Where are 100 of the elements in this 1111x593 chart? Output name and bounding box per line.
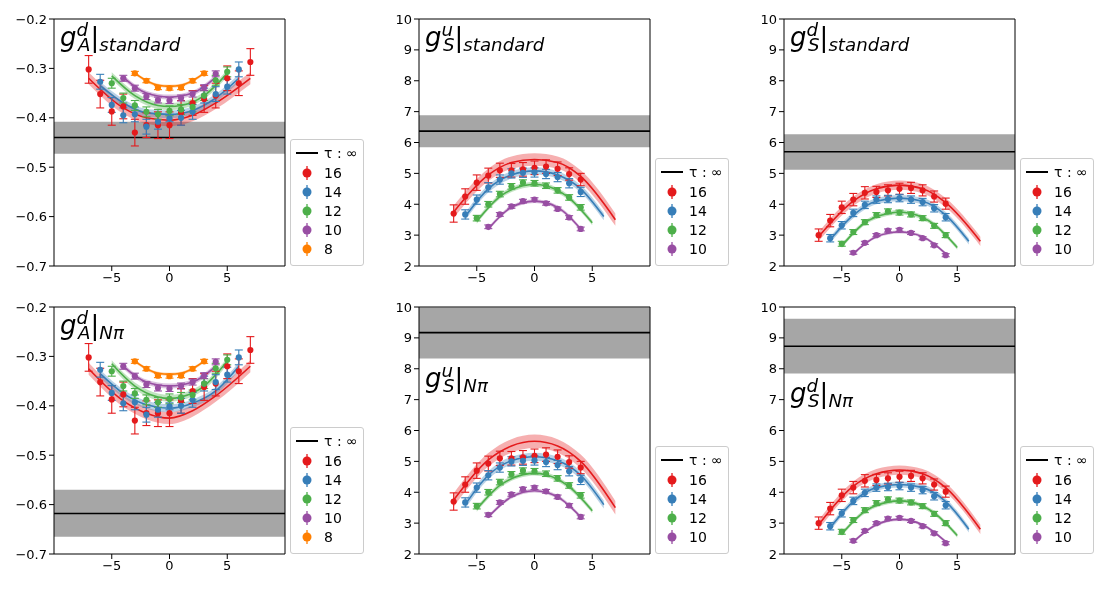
y-tick-label: 6: [768, 135, 777, 151]
point: [97, 379, 104, 386]
y-tick-label: 7: [768, 104, 777, 120]
y-tick-label: 4: [768, 196, 777, 212]
point: [815, 232, 822, 239]
x-tick-label: 0: [895, 270, 904, 286]
legend-label: 14: [324, 472, 342, 488]
legend-label: 10: [1054, 529, 1072, 545]
y-tick-label: 2: [768, 546, 777, 562]
x-tick-label: 5: [953, 558, 962, 574]
point: [120, 400, 127, 407]
y-tick-label: −0.3: [15, 349, 47, 365]
legend-label: 16: [324, 165, 342, 181]
y-tick-label: 5: [403, 453, 412, 469]
x-tick-label: 5: [223, 270, 232, 286]
point: [154, 406, 162, 413]
chart-title: g$^{d}$$_{A}$|$_{standard}$: [60, 19, 181, 56]
point: [120, 112, 127, 119]
point: [450, 210, 457, 217]
point: [542, 163, 550, 170]
y-tick-label: 3: [768, 227, 777, 243]
x-tick-label: −5: [102, 558, 122, 574]
y-tick-label: −0.7: [15, 258, 47, 274]
y-tick-label: 6: [768, 423, 777, 439]
y-tick-label: 10: [760, 299, 777, 315]
text: g$^{u}$$_{S}$|$_{Nπ}$: [425, 359, 488, 397]
point: [861, 189, 868, 196]
point: [224, 371, 231, 378]
x-tick-label: −5: [102, 270, 122, 286]
x-tick-label: −5: [467, 558, 487, 574]
y-tick-label: −0.7: [15, 546, 47, 562]
legend-label: 12: [324, 203, 342, 219]
legend-label: 16: [689, 472, 707, 488]
legend-label: 14: [1054, 203, 1072, 219]
y-tick-label: 8: [768, 73, 777, 89]
y-tick-label: 10: [395, 299, 412, 315]
point: [247, 346, 254, 354]
y-tick-label: 9: [403, 42, 412, 58]
point: [473, 179, 480, 186]
x-tick-label: 5: [588, 270, 597, 286]
chart-title: g$^{d}$$_{A}$|$_{Nπ}$: [60, 307, 124, 344]
legend-label: τ : ∞: [1054, 452, 1088, 468]
point: [85, 354, 92, 361]
point: [177, 114, 185, 121]
point: [485, 172, 492, 179]
y-tick-label: 7: [403, 392, 412, 408]
x-tick-label: 0: [895, 558, 904, 574]
y-tick-label: 2: [403, 258, 412, 274]
y-tick-label: 5: [768, 453, 777, 469]
x-tick-label: 0: [165, 558, 174, 574]
y-tick-label: 6: [403, 423, 412, 439]
x-tick-label: −5: [467, 270, 487, 286]
legend-label: 12: [1054, 222, 1072, 238]
legend-label: 10: [1054, 241, 1072, 257]
point: [235, 66, 242, 73]
y-tick-label: −0.6: [15, 497, 47, 513]
point: [235, 368, 242, 375]
point: [85, 66, 92, 73]
point: [177, 402, 185, 409]
point: [861, 477, 868, 484]
y-tick-label: 5: [768, 165, 777, 181]
y-tick-label: 2: [403, 546, 412, 562]
point: [131, 399, 138, 406]
point: [815, 520, 822, 527]
legend-label: 10: [324, 222, 342, 238]
y-tick-label: 10: [760, 11, 777, 27]
legend-label: 16: [1054, 184, 1072, 200]
point: [108, 101, 115, 109]
legend-label: 14: [689, 491, 707, 507]
y-tick-label: −0.6: [15, 209, 47, 225]
y-tick-label: 7: [403, 104, 412, 120]
x-tick-label: 0: [165, 270, 174, 286]
legend-label: 14: [324, 184, 342, 200]
point: [554, 453, 561, 460]
legend-label: τ : ∞: [324, 433, 358, 449]
x-tick-label: 5: [223, 558, 232, 574]
y-tick-label: 2: [768, 258, 777, 274]
point: [496, 167, 503, 174]
y-tick-label: −0.2: [15, 299, 47, 315]
y-tick-label: 3: [403, 227, 412, 243]
y-tick-label: 10: [395, 11, 412, 27]
point: [577, 464, 584, 471]
legend-label: 12: [324, 491, 342, 507]
y-tick-label: 7: [768, 392, 777, 408]
y-tick-label: −0.4: [15, 110, 47, 126]
y-tick-label: 3: [403, 515, 412, 531]
point: [462, 193, 469, 200]
x-tick-label: 5: [588, 558, 597, 574]
point: [224, 83, 231, 90]
legend-label: 16: [1054, 472, 1072, 488]
legend-label: 10: [689, 529, 707, 545]
point: [850, 484, 857, 491]
x-tick-label: 5: [953, 270, 962, 286]
legend-label: τ : ∞: [324, 145, 358, 161]
y-tick-label: −0.5: [15, 159, 47, 175]
point: [166, 122, 173, 129]
legend-label: 12: [689, 222, 707, 238]
y-tick-label: 3: [768, 515, 777, 531]
point: [462, 481, 469, 488]
point: [120, 391, 127, 398]
